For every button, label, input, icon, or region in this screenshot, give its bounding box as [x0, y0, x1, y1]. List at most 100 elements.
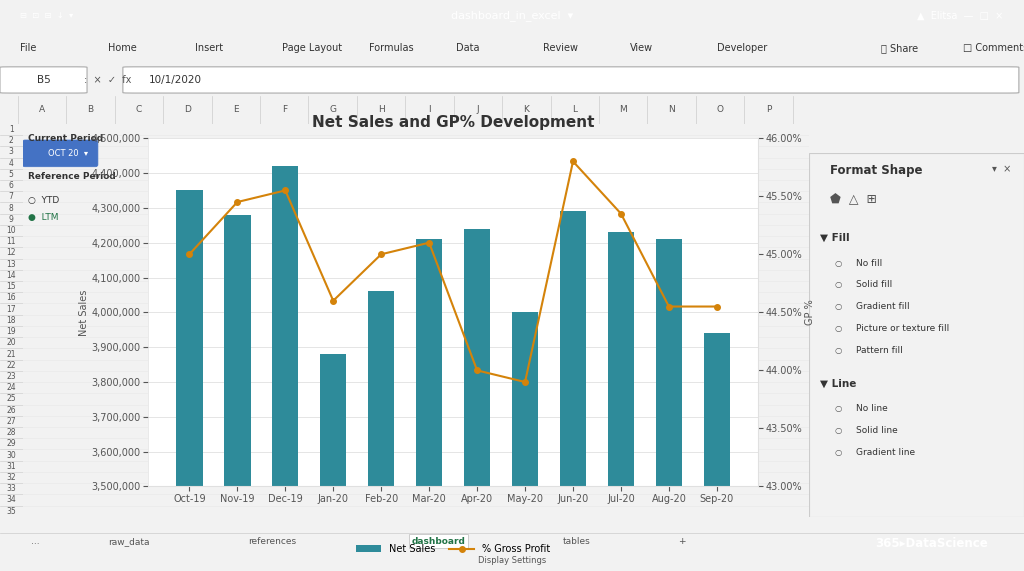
Text: Page Layout: Page Layout — [282, 43, 342, 53]
Text: 8: 8 — [9, 204, 13, 212]
Bar — [368, 291, 394, 571]
Text: G: G — [329, 106, 336, 114]
Text: 11: 11 — [6, 238, 16, 246]
Text: 16: 16 — [6, 293, 16, 303]
Text: L: L — [572, 106, 578, 114]
Text: 12: 12 — [6, 248, 16, 258]
Text: 4: 4 — [9, 159, 13, 168]
Text: □ Comments: □ Comments — [963, 43, 1024, 53]
Text: 32: 32 — [6, 473, 16, 482]
Text: tables: tables — [563, 537, 591, 546]
Bar — [655, 239, 682, 571]
Text: 9: 9 — [9, 215, 13, 224]
Text: dashboard: dashboard — [412, 537, 466, 546]
Text: 26: 26 — [6, 405, 16, 415]
Text: 2: 2 — [9, 136, 13, 145]
Text: raw_data: raw_data — [109, 537, 151, 546]
Text: 21: 21 — [6, 349, 16, 359]
Text: ○: ○ — [835, 404, 842, 413]
Text: I: I — [428, 106, 431, 114]
Text: Insert: Insert — [195, 43, 222, 53]
Text: 15: 15 — [6, 282, 16, 291]
Text: ...: ... — [31, 537, 39, 546]
Y-axis label: GP %: GP % — [805, 299, 815, 325]
Bar — [321, 354, 346, 571]
Text: M: M — [620, 106, 627, 114]
Title: Net Sales and GP% Development: Net Sales and GP% Development — [312, 115, 594, 130]
Text: 33: 33 — [6, 484, 16, 493]
Text: N: N — [669, 106, 675, 114]
Text: Home: Home — [108, 43, 136, 53]
Text: 23: 23 — [6, 372, 16, 381]
Text: ○: ○ — [835, 346, 842, 355]
Text: 10: 10 — [6, 226, 16, 235]
Text: E: E — [232, 106, 239, 114]
Bar — [416, 239, 442, 571]
Text: 1: 1 — [9, 125, 13, 134]
Legend: Net Sales, % Gross Profit: Net Sales, % Gross Profit — [352, 540, 554, 558]
Text: 365▸DataScience: 365▸DataScience — [876, 537, 988, 550]
Text: B: B — [87, 106, 93, 114]
Text: +: + — [678, 537, 685, 546]
Text: ▼ Line: ▼ Line — [819, 379, 856, 388]
Text: File: File — [20, 43, 37, 53]
Bar — [224, 215, 251, 571]
Text: D: D — [184, 106, 190, 114]
Text: 34: 34 — [6, 496, 16, 504]
Y-axis label: Net Sales: Net Sales — [79, 289, 89, 336]
Text: Display Settings: Display Settings — [478, 556, 546, 565]
Text: Picture or texture fill: Picture or texture fill — [856, 324, 949, 333]
Text: H: H — [378, 106, 384, 114]
Text: Gradient fill: Gradient fill — [856, 302, 910, 311]
Text: 5: 5 — [9, 170, 13, 179]
Text: 17: 17 — [6, 304, 16, 313]
Text: View: View — [630, 43, 653, 53]
Text: 35: 35 — [6, 506, 16, 516]
Text: F: F — [282, 106, 287, 114]
Text: 19: 19 — [6, 327, 16, 336]
Text: Current Period: Current Period — [29, 134, 103, 143]
Text: No line: No line — [856, 404, 888, 413]
Text: B5: B5 — [37, 75, 51, 85]
Text: ○: ○ — [835, 324, 842, 333]
Text: ▾  ×: ▾ × — [991, 164, 1011, 174]
Text: Gradient line: Gradient line — [856, 448, 915, 457]
FancyBboxPatch shape — [0, 67, 87, 93]
Text: Developer: Developer — [717, 43, 767, 53]
Text: ▼ Fill: ▼ Fill — [819, 233, 849, 243]
Text: K: K — [523, 106, 529, 114]
Text: 27: 27 — [6, 417, 16, 426]
Text: Solid fill: Solid fill — [856, 280, 893, 289]
FancyBboxPatch shape — [23, 140, 98, 167]
Text: Pattern fill: Pattern fill — [856, 346, 903, 355]
Text: Formulas: Formulas — [369, 43, 414, 53]
Text: ○  YTD: ○ YTD — [29, 195, 59, 204]
Text: 22: 22 — [6, 361, 16, 370]
Bar — [512, 312, 539, 571]
Bar — [703, 333, 730, 571]
Bar — [464, 229, 490, 571]
Text: :  ×  ✓  fx: : × ✓ fx — [84, 75, 131, 85]
Text: 14: 14 — [6, 271, 16, 280]
FancyBboxPatch shape — [123, 67, 1019, 93]
Text: A: A — [39, 106, 45, 114]
Text: 28: 28 — [6, 428, 16, 437]
Bar — [608, 232, 634, 571]
Text: OCT 20  ▾: OCT 20 ▾ — [48, 149, 88, 158]
Text: ⤴ Share: ⤴ Share — [881, 43, 918, 53]
Text: ▲  Elitsa  —  □  ×: ▲ Elitsa — □ × — [918, 11, 1004, 21]
Text: C: C — [136, 106, 142, 114]
Text: Review: Review — [543, 43, 578, 53]
Text: 6: 6 — [9, 181, 13, 190]
Text: ●  LTM: ● LTM — [29, 213, 59, 222]
Text: 30: 30 — [6, 451, 16, 460]
Text: ○: ○ — [835, 448, 842, 457]
Text: ○: ○ — [835, 280, 842, 289]
Text: ○: ○ — [835, 259, 842, 267]
Text: dashboard_in_excel  ▾: dashboard_in_excel ▾ — [451, 10, 573, 22]
Text: No fill: No fill — [856, 259, 883, 267]
Text: O: O — [717, 106, 724, 114]
Text: P: P — [766, 106, 771, 114]
Text: 10/1/2020: 10/1/2020 — [148, 75, 202, 85]
Text: J: J — [476, 106, 479, 114]
